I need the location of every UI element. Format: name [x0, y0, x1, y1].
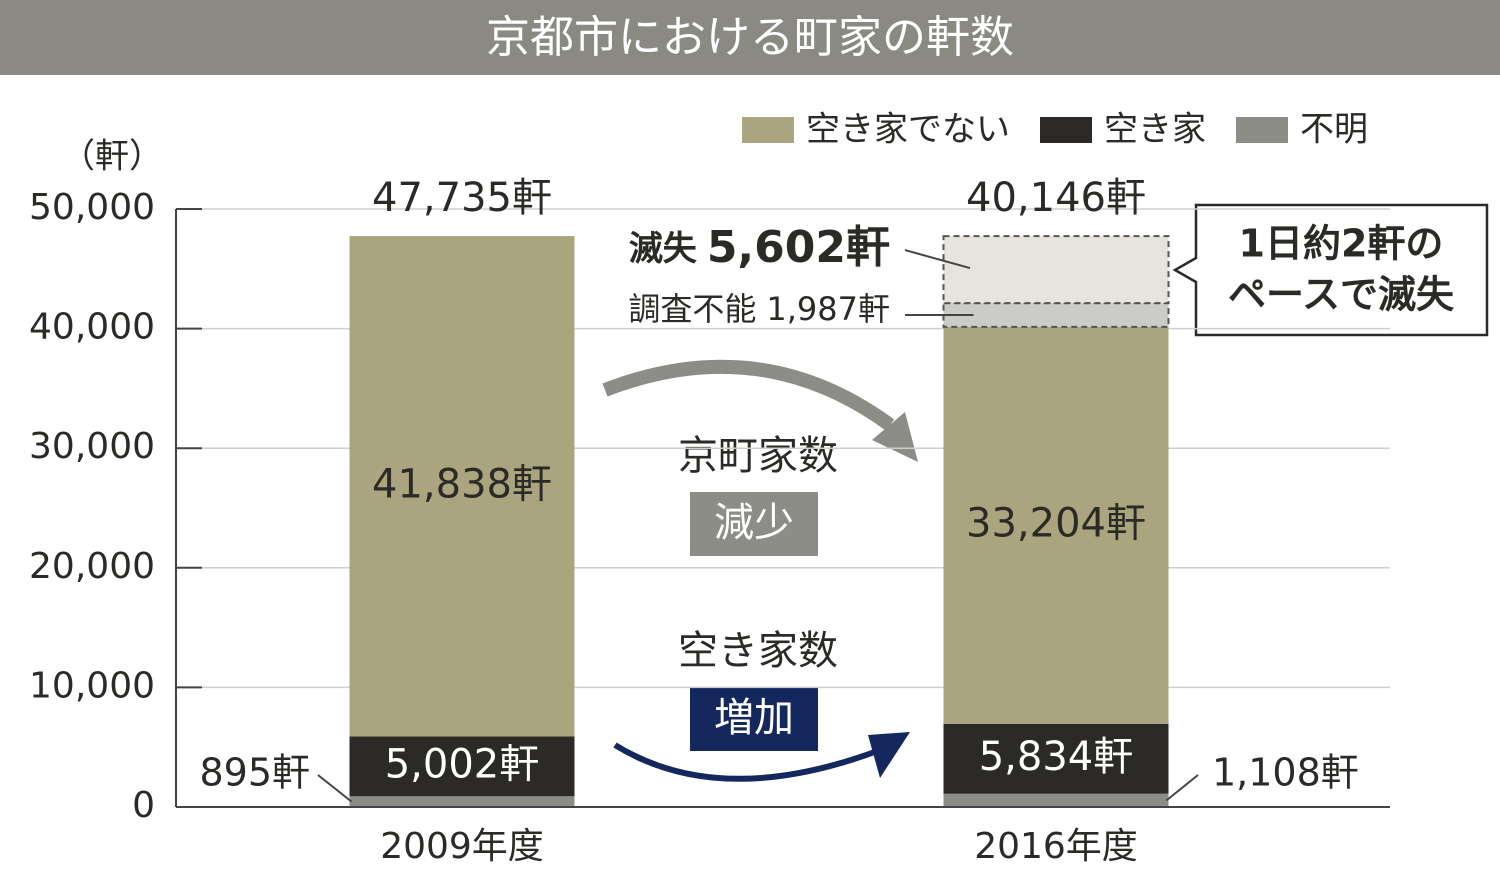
increase-badge [690, 687, 818, 751]
bar-segment [349, 796, 575, 807]
segment-label: 調査不能 1,987軒 [628, 290, 890, 328]
y-tick-label: 30,000 [29, 426, 155, 467]
bar-segment [943, 723, 1169, 794]
bar-segment [349, 736, 575, 797]
legend-swatch [1236, 117, 1288, 143]
bar-segment [942, 302, 1170, 328]
y-tick-label: 40,000 [29, 307, 155, 348]
legend-swatch [1040, 117, 1092, 143]
legend-label: 不明 [1300, 110, 1368, 150]
value-label: 5,834軒 [979, 734, 1134, 780]
segment-value: 5,602軒 [707, 222, 890, 273]
value-label: 33,204軒 [966, 500, 1146, 546]
decrease-arrow [602, 359, 895, 431]
total-label: 47,735軒 [372, 175, 552, 221]
decrease-badge-text: 減少 [714, 500, 794, 546]
leader-line [904, 249, 971, 270]
segment-name: 調査不能 [628, 290, 756, 328]
bar-segment [943, 793, 1169, 807]
leader-line [317, 774, 353, 803]
bar-segment [349, 236, 575, 737]
y-tick-label: 50,000 [29, 187, 155, 228]
callout-line: 1日約2軒の [1239, 222, 1444, 266]
bar-segment [943, 326, 1169, 724]
value-label: 41,838軒 [372, 461, 552, 507]
decrease-label: 京町家数 [678, 433, 838, 479]
y-tick-label: 0 [132, 785, 155, 826]
segment-value: 1,987軒 [766, 290, 890, 328]
increase-badge-text: 増加 [714, 695, 794, 741]
total-label: 40,146軒 [966, 175, 1146, 221]
value-label: 1,108軒 [1212, 751, 1359, 795]
y-unit: （軒） [61, 137, 163, 177]
y-tick-label: 10,000 [29, 665, 155, 706]
decrease-badge [690, 492, 818, 556]
leader-line [1165, 774, 1199, 802]
segment-label: 滅失 5,602軒 [629, 222, 890, 273]
callout-line: ペースで滅失 [1228, 273, 1455, 317]
value-label: 5,002軒 [385, 741, 540, 787]
bar-segment [942, 235, 1170, 305]
callout-box [1172, 203, 1489, 337]
x-tick-label: 2016年度 [974, 826, 1138, 867]
increase-arrow-head [868, 732, 910, 778]
legend-label: 空き家でない [806, 110, 1010, 150]
decrease-arrow-head [872, 412, 918, 462]
chart-title: 京都市における町家の軒数 [486, 12, 1014, 63]
legend-label: 空き家 [1104, 110, 1206, 150]
segment-name: 滅失 [629, 229, 698, 269]
increase-arrow [613, 742, 882, 782]
increase-label: 空き家数 [678, 628, 838, 674]
y-tick-label: 20,000 [29, 546, 155, 587]
x-tick-label: 2009年度 [380, 826, 544, 867]
title-bar [0, 0, 1500, 75]
value-label: 895軒 [199, 751, 310, 795]
legend-swatch [742, 117, 794, 143]
